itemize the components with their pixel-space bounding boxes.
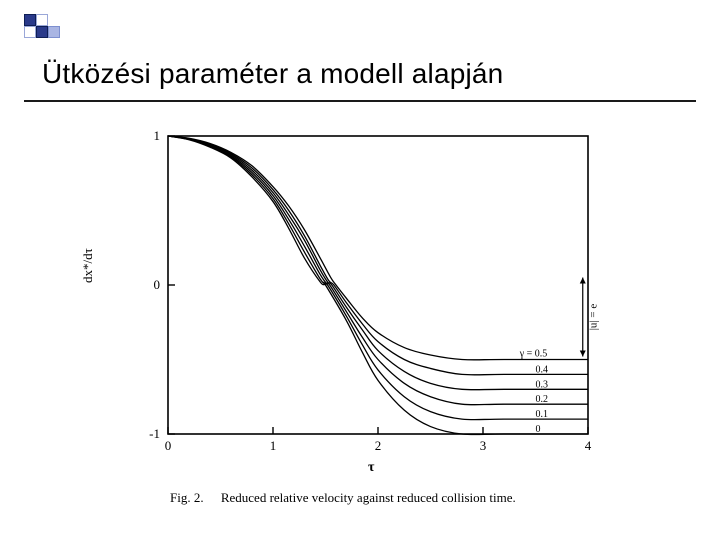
chart-svg: 0 1 2 3 4 -1 0 1 γ = 0.5 0.4 0.3 0.2 0.1 0 |u| = e (134, 128, 614, 458)
y-tick-label: -1 (149, 426, 160, 441)
x-tick-label: 4 (585, 438, 592, 453)
decor-square (24, 14, 36, 26)
y-axis-label: dx*/dτ (80, 248, 96, 283)
series-label: 0.2 (536, 394, 549, 405)
x-axis-label: τ (368, 460, 374, 476)
slide-decor (0, 0, 720, 44)
slide: Ütközési paraméter a modell alapján dx*/… (0, 0, 720, 540)
y-tick-label: 0 (154, 277, 161, 292)
y-tick-label: 1 (154, 128, 161, 143)
series-label: 0 (536, 424, 541, 435)
x-tick-label: 0 (165, 438, 172, 453)
figure: dx*/dτ τ 01234-101γ = 0.50.40.30.20.10|u… (100, 128, 620, 488)
decor-square (48, 26, 60, 38)
arrow-label: |u| = e (588, 304, 600, 331)
x-tick-label: 3 (480, 438, 487, 453)
decor-square (36, 14, 48, 26)
x-tick-label: 1 (270, 438, 277, 453)
slide-title: Ütközési paraméter a modell alapján (42, 58, 503, 90)
caption-fig-number: Fig. 2. (170, 490, 204, 505)
series-label: 0.1 (536, 409, 549, 420)
title-underline (24, 100, 696, 102)
series-label: 0.4 (536, 364, 549, 375)
param-header: γ = 0.5 (519, 349, 548, 360)
x-tick-label: 2 (375, 438, 382, 453)
caption-text: Reduced relative velocity against reduce… (221, 490, 516, 505)
series-label: 0.3 (536, 379, 549, 390)
figure-caption: Fig. 2. Reduced relative velocity agains… (170, 490, 516, 506)
decor-square (24, 26, 36, 38)
decor-square (36, 26, 48, 38)
